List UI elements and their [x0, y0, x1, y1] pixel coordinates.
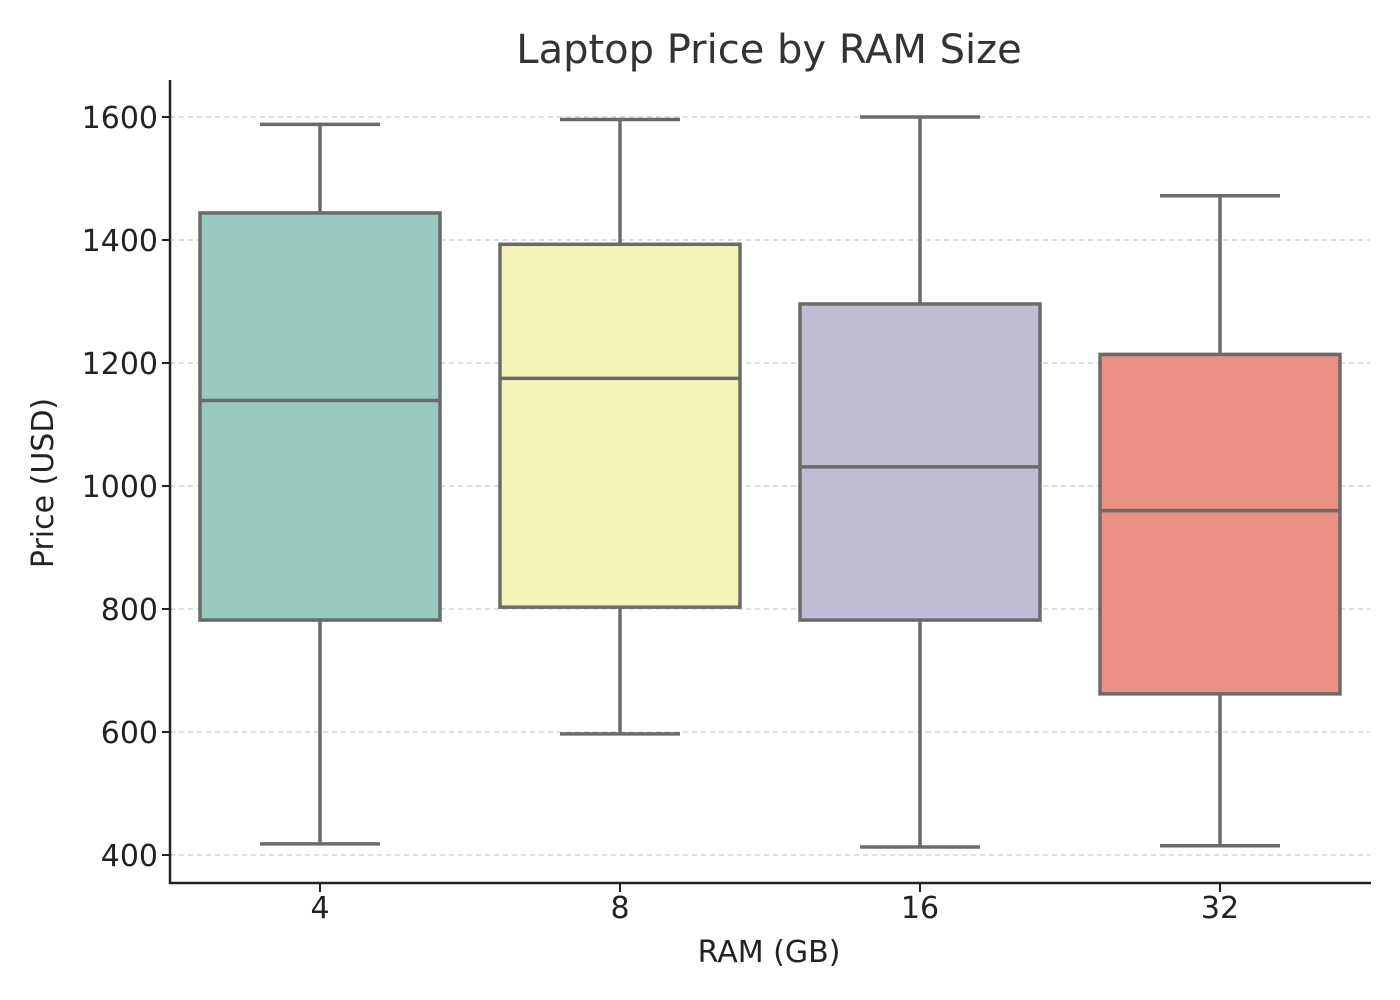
y-tick-label: 600 — [101, 716, 158, 751]
x-tick-label: 32 — [1201, 891, 1239, 926]
y-tick-label: 400 — [101, 839, 158, 874]
axes — [168, 80, 1371, 885]
y-tick-label: 1000 — [82, 470, 158, 505]
y-axis-label: Price (USD) — [26, 398, 61, 568]
box-series — [198, 115, 1342, 849]
iqr-box — [198, 211, 442, 622]
x-axis-label: RAM (GB) — [698, 935, 841, 970]
y-ticks: 400 600 800 1000 1200 1400 1600 — [82, 101, 170, 874]
y-tick-label: 1200 — [82, 347, 158, 382]
box-group-4 — [198, 122, 442, 846]
y-tick-label: 1400 — [82, 224, 158, 259]
box-group-8 — [498, 117, 742, 736]
box-group-32 — [1098, 193, 1342, 848]
iqr-box — [498, 242, 742, 609]
x-tick-label: 8 — [610, 891, 629, 926]
x-tick-label: 16 — [901, 891, 939, 926]
y-tick-label: 800 — [101, 593, 158, 628]
box-group-16 — [798, 115, 1042, 849]
iqr-box — [1098, 352, 1342, 696]
y-tick-label: 1600 — [82, 101, 158, 136]
x-ticks: 4 8 16 32 — [310, 884, 1239, 926]
iqr-box — [798, 302, 1042, 622]
x-tick-label: 4 — [310, 891, 329, 926]
chart-title: Laptop Price by RAM Size — [516, 27, 1021, 73]
